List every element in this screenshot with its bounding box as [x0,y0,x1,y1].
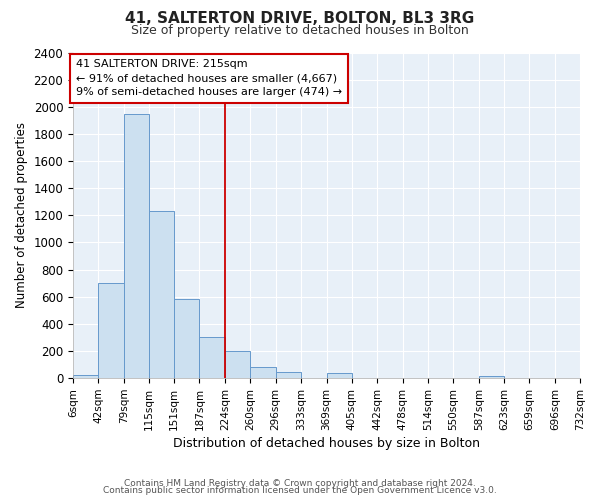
Bar [73,376,98,378]
Text: 41, SALTERTON DRIVE, BOLTON, BL3 3RG: 41, SALTERTON DRIVE, BOLTON, BL3 3RG [125,11,475,26]
Bar [250,366,275,378]
Bar [326,373,352,378]
Bar [479,376,504,378]
Y-axis label: Number of detached properties: Number of detached properties [15,122,28,308]
Bar [199,338,225,378]
Bar [275,372,301,378]
Text: 41 SALTERTON DRIVE: 215sqm
← 91% of detached houses are smaller (4,667)
9% of se: 41 SALTERTON DRIVE: 215sqm ← 91% of deta… [76,60,342,98]
Bar [98,283,124,378]
Bar [149,212,174,378]
Text: Contains public sector information licensed under the Open Government Licence v3: Contains public sector information licen… [103,486,497,495]
Bar [124,114,149,378]
X-axis label: Distribution of detached houses by size in Bolton: Distribution of detached houses by size … [173,437,480,450]
Text: Contains HM Land Registry data © Crown copyright and database right 2024.: Contains HM Land Registry data © Crown c… [124,478,476,488]
Bar [174,300,199,378]
Text: Size of property relative to detached houses in Bolton: Size of property relative to detached ho… [131,24,469,37]
Bar [225,351,250,378]
